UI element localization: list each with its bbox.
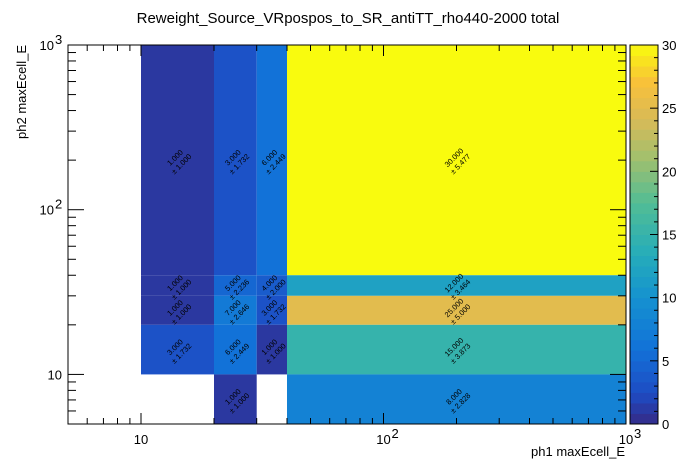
color-scale-band [630,160,658,172]
y-tick-exponent: 3 [55,32,62,47]
x-tick-exponent: 3 [634,426,641,441]
plot-frame [67,44,627,425]
color-scale-band [630,192,658,204]
color-scale-tick-label: 10 [662,291,676,306]
color-scale-ticks: 0 5 10 15 20 25 30 [650,38,676,432]
heatmap-cell [140,275,214,296]
heatmap-cell [140,295,214,325]
color-scale-band [630,171,658,183]
color-scale-band [630,350,658,362]
heatmap-cell [286,324,626,375]
x-tick-label: 10 [376,432,390,447]
color-scale-band [630,139,658,151]
color-scale-band [630,55,658,67]
color-scale-band [630,202,658,214]
x-axis-title: ph1 maxEcell_E [531,444,625,459]
x-axis-ticks: 10 10 2 10 3 [67,45,641,447]
y-tick-exponent: 2 [55,197,62,212]
y-axis-title: ph2 maxEcell_E [14,45,29,139]
heatmap-cell [256,275,287,296]
heatmap-cell [256,45,287,276]
color-scale-band [630,276,658,288]
heatmap-cell [286,275,626,296]
color-scale-band [630,76,658,88]
y-tick-label: 10 [40,203,54,218]
color-scale-tick-label: 20 [662,164,676,179]
color-scale-band [630,213,658,225]
color-scale-band [630,150,658,162]
heatmap-cell [213,295,257,325]
color-scale-band [630,287,658,299]
cell-label-group: 6.000± 2.449 [260,148,288,176]
color-scale-band [630,360,658,372]
heatmap-cell [286,374,626,424]
color-scale-band [630,234,658,246]
color-scale-band [630,97,658,109]
color-scale-band [630,329,658,341]
heatmap-cell [286,45,626,276]
color-scale-band [630,308,658,320]
color-scale-band [630,297,658,309]
color-scale-band [630,266,658,278]
heatmap-cells [140,45,626,424]
color-scale-band [630,381,658,393]
color-scale-band [630,129,658,141]
color-scale-band [630,402,658,414]
color-scale-band [630,108,658,120]
heatmap-cell [213,275,257,296]
color-scale-band [630,413,658,425]
color-scale-band [630,255,658,267]
y-tick-label: 10 [40,38,54,53]
color-scale-band [630,223,658,235]
color-scale-band [630,318,658,330]
heatmap-cell [256,324,287,375]
heatmap-cell [140,324,214,375]
color-scale-tick-label: 0 [662,417,669,432]
x-tick-label: 10 [619,432,633,447]
color-scale-tick-label: 15 [662,228,676,243]
heatmap-cell [256,295,287,325]
color-scale-band [630,245,658,257]
color-scale-band [630,339,658,351]
x-tick-exponent: 2 [391,426,398,441]
color-scale-band [630,392,658,404]
chart-title: Reweight_Source_VRpospos_to_SR_antiTT_rh… [137,10,560,27]
x-tick-label: 10 [134,432,148,447]
color-scale-band [630,371,658,383]
color-scale-tick-label: 5 [662,354,669,369]
color-scale-band [630,87,658,99]
heatmap-cell [140,45,214,276]
y-tick-label: 10 [48,367,62,382]
color-scale-tick-label: 30 [662,38,676,53]
heatmap-cell [213,324,257,375]
heatmap-cell [286,295,626,325]
color-scale-band [630,118,658,130]
color-scale-band [630,66,658,78]
color-scale-band [630,45,658,57]
color-scale-band [630,181,658,193]
heatmap-cell [213,45,257,276]
color-scale-tick-label: 25 [662,101,676,116]
heatmap-cell [213,374,257,424]
